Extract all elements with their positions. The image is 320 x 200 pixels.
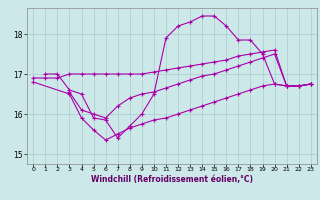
X-axis label: Windchill (Refroidissement éolien,°C): Windchill (Refroidissement éolien,°C) — [91, 175, 253, 184]
